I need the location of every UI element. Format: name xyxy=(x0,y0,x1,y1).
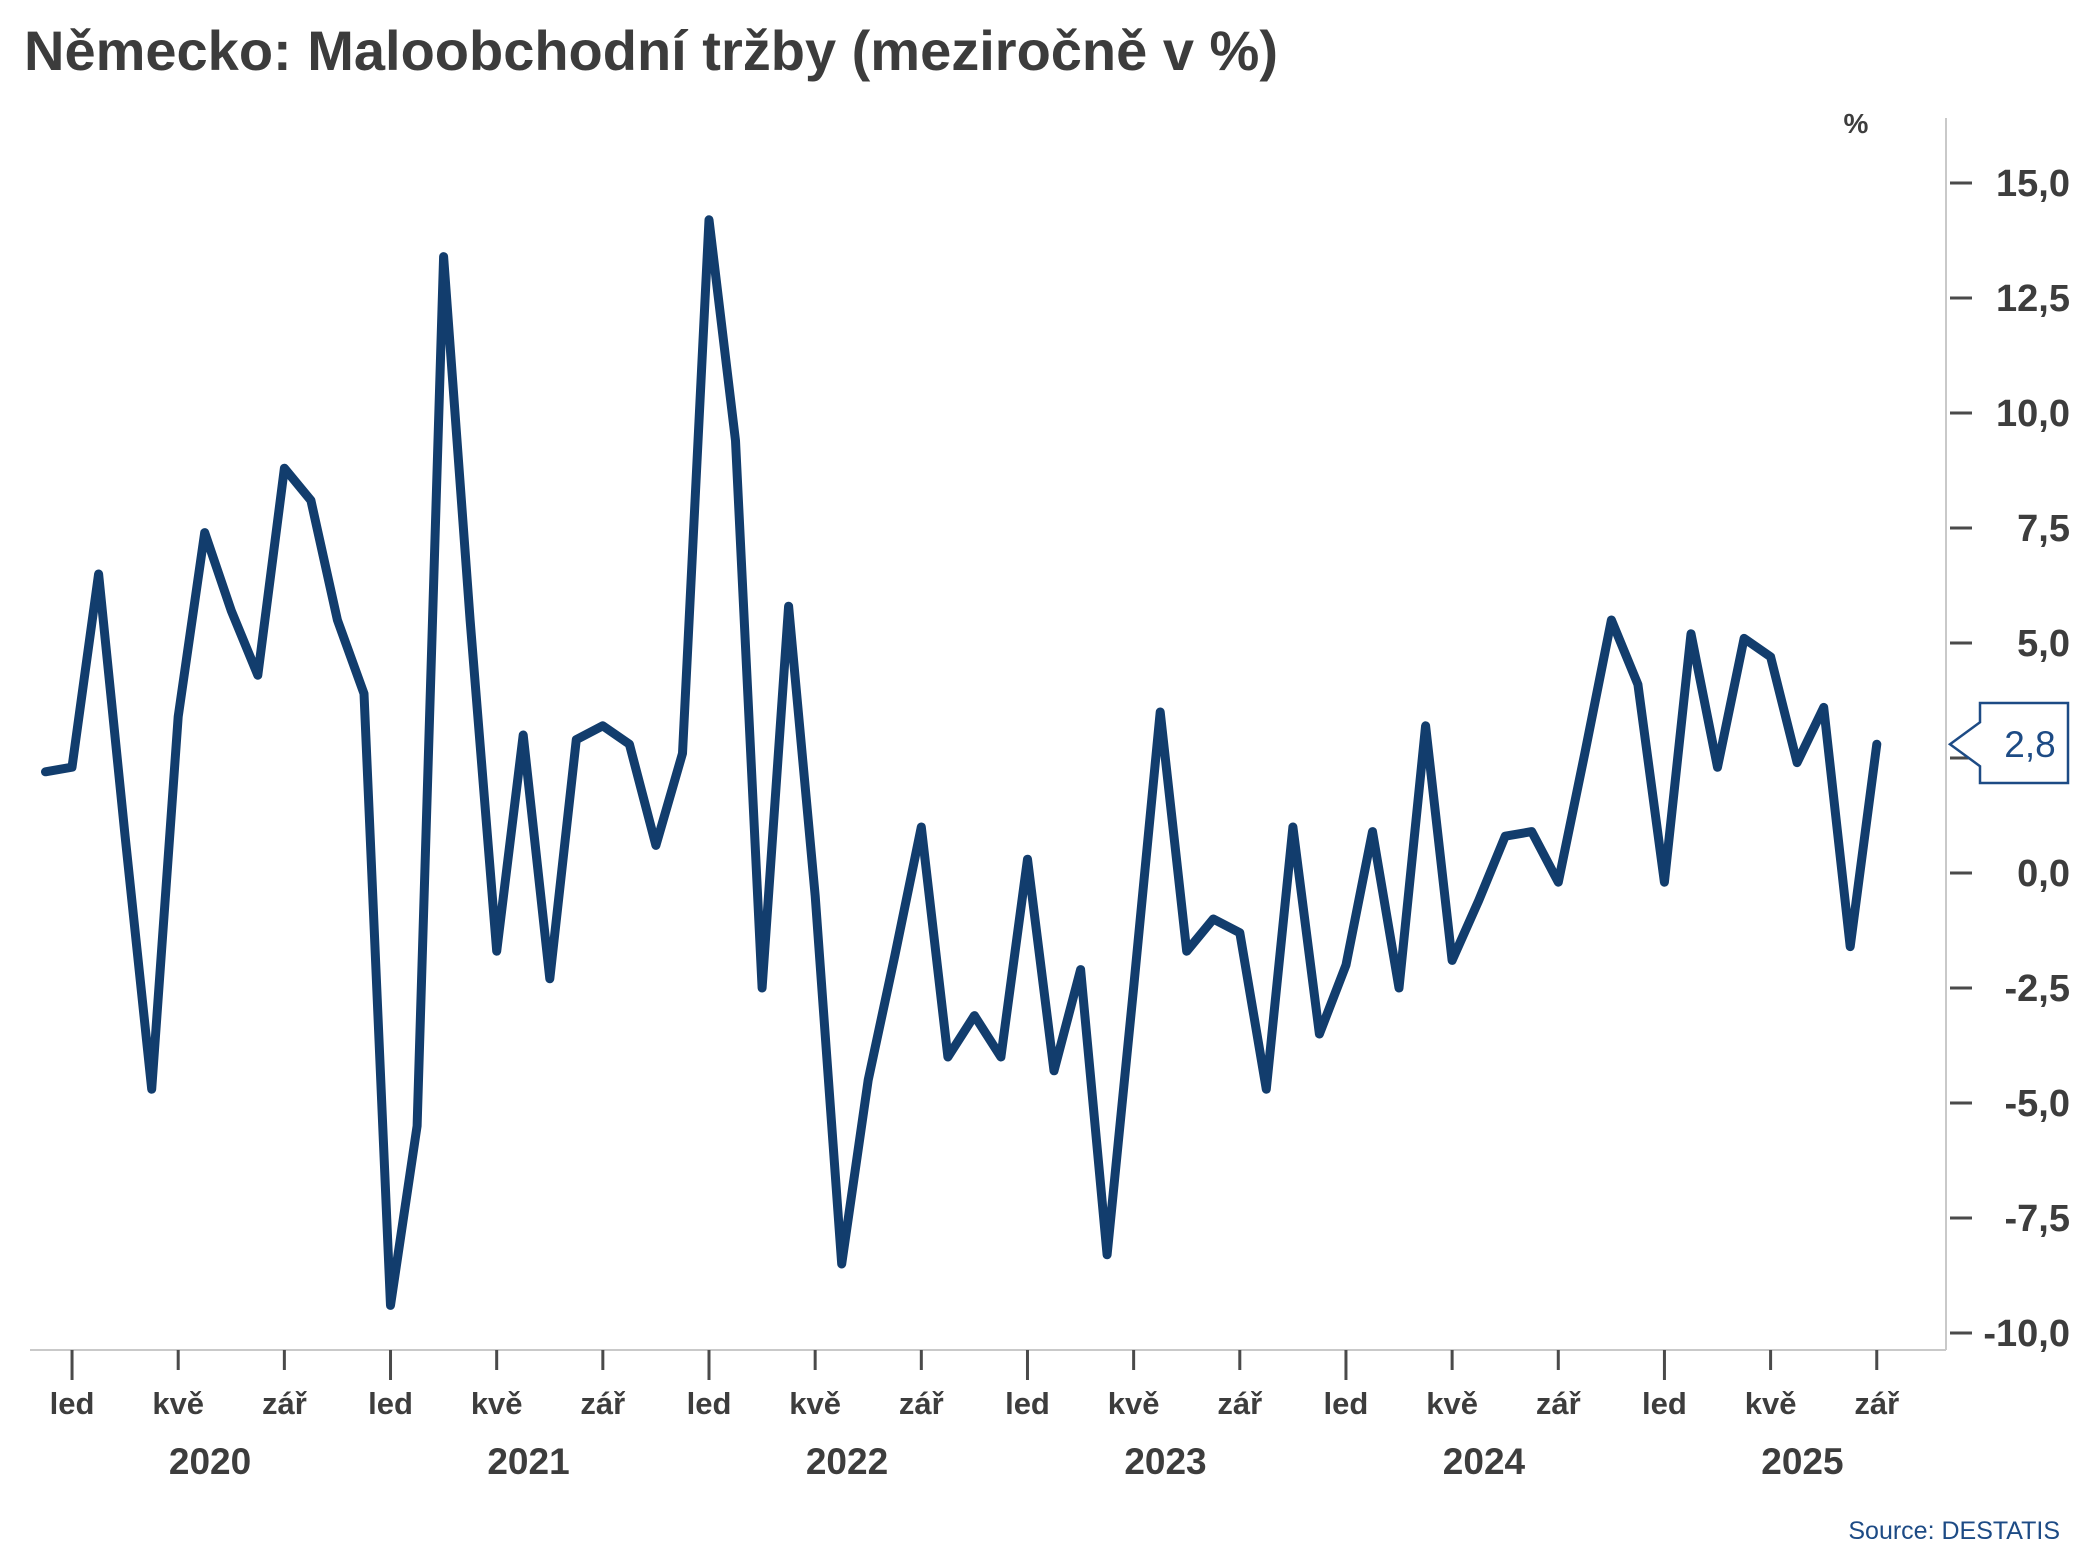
x-tick-label: led xyxy=(50,1386,95,1421)
y-tick-label: 7,5 xyxy=(2017,508,2070,550)
y-tick-label: 0,0 xyxy=(2017,853,2070,895)
year-label: 2020 xyxy=(169,1441,251,1482)
x-tick-label: kvě xyxy=(1745,1386,1797,1421)
x-tick-label: kvě xyxy=(152,1386,204,1421)
x-tick-label: zář xyxy=(1536,1386,1581,1421)
axes: % xyxy=(30,108,1947,1351)
x-tick-label: zář xyxy=(899,1386,944,1421)
x-tick-label: led xyxy=(1642,1386,1687,1421)
y-tick-label: -5,0 xyxy=(2005,1083,2070,1125)
retail-sales-series xyxy=(41,215,1882,1310)
year-label: 2023 xyxy=(1124,1441,1206,1482)
y-tick-label: 5,0 xyxy=(2017,623,2070,665)
x-tick-label: zář xyxy=(580,1386,625,1421)
year-label: 2022 xyxy=(806,1441,888,1482)
y-tick-label: 10,0 xyxy=(1996,393,2070,435)
last-value-callout: 2,8 xyxy=(1947,701,2070,785)
x-axis-ticks: led kvě zář 2020 led kvě zář 2021 led kvě zář 2022 l… xyxy=(50,1350,1899,1482)
x-tick-label: led xyxy=(1324,1386,1369,1421)
x-tick-label: kvě xyxy=(789,1386,841,1421)
x-tick-label: zář xyxy=(262,1386,307,1421)
y-axis-unit: % xyxy=(1844,108,1869,139)
y-tick-label: -2,5 xyxy=(2005,968,2070,1010)
y-tick-label: 12,5 xyxy=(1996,278,2070,320)
x-tick-label: zář xyxy=(1854,1386,1899,1421)
x-tick-label: kvě xyxy=(1108,1386,1160,1421)
year-label: 2025 xyxy=(1761,1441,1843,1482)
y-tick-label: 15,0 xyxy=(1996,163,2070,205)
x-tick-label: kvě xyxy=(471,1386,523,1421)
y-axis-ticks: 15,0 12,5 10,0 7,5 5,0 0,0 -2,5 -5,0 -7,5 -10,0 xyxy=(1950,163,2070,1355)
callout-bubble xyxy=(1947,701,2070,785)
series-line xyxy=(41,215,1882,1310)
x-tick-label: led xyxy=(368,1386,413,1421)
callout-value: 2,8 xyxy=(2004,724,2055,765)
x-tick-label: zář xyxy=(1217,1386,1262,1421)
x-tick-label: kvě xyxy=(1426,1386,1478,1421)
x-tick-label: led xyxy=(1005,1386,1050,1421)
y-tick-label: -7,5 xyxy=(2005,1198,2070,1240)
x-tick-label: led xyxy=(687,1386,732,1421)
year-label: 2021 xyxy=(487,1441,569,1482)
year-label: 2024 xyxy=(1443,1441,1526,1482)
y-tick-label: -10,0 xyxy=(1983,1313,2070,1355)
source-label: Source: DESTATIS xyxy=(1848,1517,2060,1545)
chart-title: Německo: Maloobchodní tržby (meziročně v… xyxy=(24,19,1278,82)
